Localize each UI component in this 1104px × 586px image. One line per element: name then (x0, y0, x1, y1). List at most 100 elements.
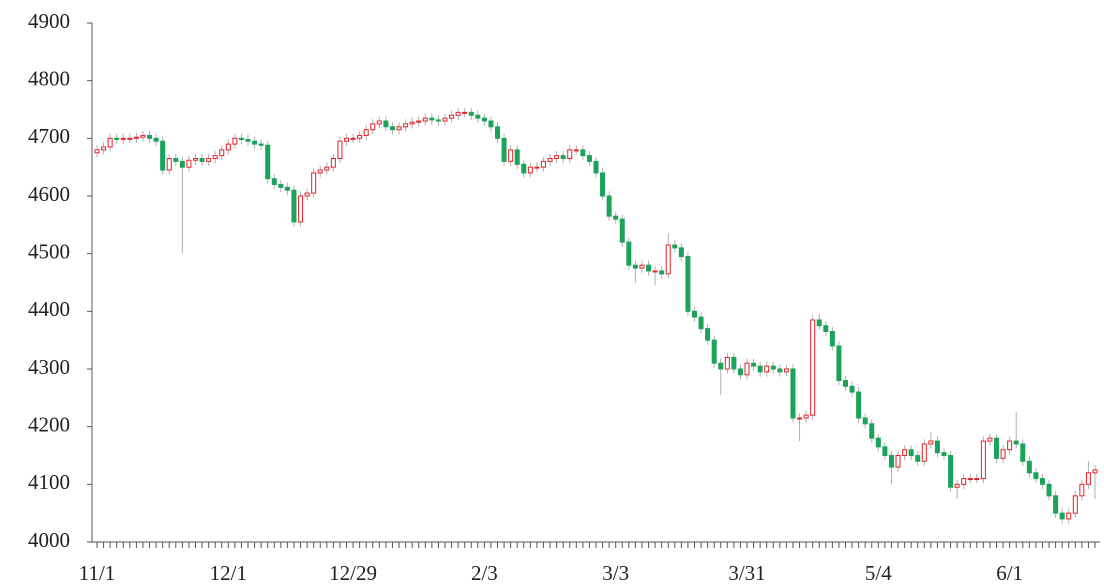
candle-body (1085, 472, 1091, 485)
candle-body (928, 440, 934, 445)
candle-body (757, 365, 763, 373)
candle-body (862, 417, 868, 425)
candle-body (147, 134, 153, 139)
candle-body (737, 368, 743, 376)
candle-body (1059, 512, 1065, 520)
candle-body (580, 149, 586, 157)
candle-body (941, 452, 947, 457)
candle-body (711, 339, 717, 364)
candle-body (1053, 495, 1059, 514)
candle-body (639, 264, 645, 269)
candle-body (488, 120, 494, 128)
candle-body (606, 195, 612, 217)
candle-body (974, 478, 980, 481)
candle-body (298, 195, 304, 223)
x-tick-label: 12/1 (210, 561, 247, 585)
candle-body (751, 362, 757, 367)
candle-body (186, 159, 192, 168)
candle-body (291, 189, 297, 223)
candle-body (94, 149, 100, 154)
y-tick-label: 4900 (28, 9, 70, 33)
x-tick-label: 3/3 (602, 561, 629, 585)
candle-body (114, 137, 120, 140)
candle-body (403, 123, 409, 128)
candle-body (258, 143, 264, 146)
candle-body (1072, 495, 1078, 514)
candle-body (304, 192, 310, 197)
candle-body (882, 446, 888, 457)
candle-body (284, 186, 290, 191)
candle-body (435, 119, 441, 122)
candle-body (166, 158, 172, 171)
candle-body (199, 158, 205, 162)
candle-body (344, 137, 349, 142)
x-tick-label: 12/29 (329, 561, 377, 585)
candle-body (153, 137, 159, 142)
candle-body (632, 264, 638, 269)
candle-body (1007, 440, 1013, 451)
candle-body (1066, 512, 1072, 520)
candle-body (330, 158, 336, 168)
candle-body (232, 137, 238, 145)
candle-body (954, 483, 960, 488)
candle-body (317, 169, 323, 174)
candle-body (1020, 443, 1026, 462)
candle-body (350, 137, 356, 140)
candle-body (271, 178, 277, 185)
candle-body (1000, 449, 1006, 459)
candle-body (1013, 440, 1019, 445)
candle-body (895, 455, 901, 468)
candle-body (678, 247, 684, 258)
candle-body (449, 114, 455, 119)
candle-body (816, 319, 822, 327)
candle-body (685, 256, 691, 312)
candle-body (370, 123, 376, 131)
candle-body (948, 455, 954, 488)
candle-body (744, 362, 750, 376)
y-tick-label: 4200 (28, 412, 70, 436)
candle-body (133, 136, 139, 139)
candle-body (619, 218, 625, 243)
y-tick-label: 4700 (28, 124, 70, 148)
candle-body (1046, 483, 1052, 497)
candle-body (994, 437, 1000, 459)
candle-body (540, 160, 546, 168)
candle-body (416, 120, 422, 123)
candle-body (934, 440, 940, 454)
candle-body (107, 137, 113, 148)
candle-body (508, 149, 514, 162)
candle-body (429, 117, 435, 121)
x-tick-label: 2/3 (471, 561, 498, 585)
x-tick-label: 3/31 (728, 561, 765, 585)
candle-body (455, 111, 461, 116)
candle-body (101, 146, 107, 151)
candle-body (475, 114, 481, 119)
candle-body (534, 166, 540, 169)
candle-body (206, 158, 212, 162)
candle-body (521, 163, 527, 174)
candle-body (967, 478, 973, 481)
candle-body (120, 137, 126, 140)
candle-body (265, 144, 271, 180)
candle-body (442, 117, 448, 122)
candle-body (495, 126, 501, 139)
candle-body (810, 319, 816, 416)
candle-body (547, 158, 553, 162)
candle-body (915, 455, 921, 462)
candle-body (856, 391, 862, 419)
candle-body (357, 134, 363, 139)
candle-body (659, 270, 665, 275)
candle-body (252, 140, 258, 145)
candle-body (783, 368, 789, 373)
candle-body (554, 155, 560, 160)
candle-body (127, 137, 133, 140)
candle-body (1026, 460, 1032, 474)
candle-body (212, 155, 218, 160)
candle-body (192, 158, 198, 161)
candle-body (560, 155, 566, 160)
candle-body (586, 155, 592, 162)
y-tick-label: 4800 (28, 66, 70, 90)
candle-body (797, 417, 803, 420)
candle-body (481, 117, 487, 122)
